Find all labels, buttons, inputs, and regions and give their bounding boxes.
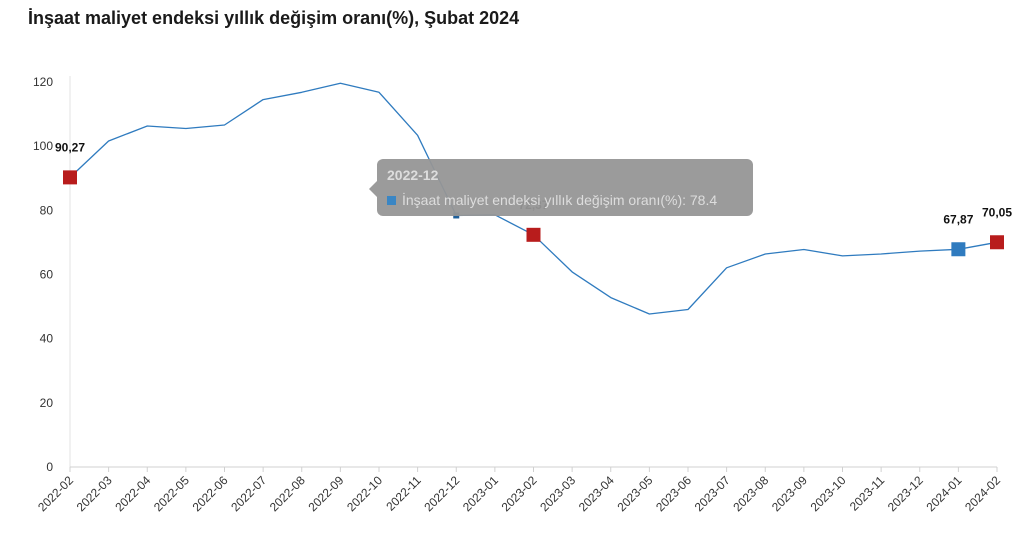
x-tick-label: 2022-02	[35, 473, 76, 514]
highlight-point-marker	[990, 235, 1004, 250]
x-tick-label: 2022-08	[267, 473, 308, 514]
y-tick-label: 60	[40, 268, 54, 282]
x-tick-label: 2024-01	[923, 473, 964, 514]
x-tick-label: 2023-04	[576, 473, 617, 514]
x-tick-label: 2022-11	[383, 473, 424, 514]
x-tick-label: 2022-10	[344, 473, 385, 514]
x-tick-label: 2023-03	[537, 473, 578, 514]
x-tick-label: 2023-01	[460, 473, 501, 514]
x-tick-label: 2022-12	[421, 473, 462, 514]
x-tick-label: 2023-11	[847, 473, 888, 514]
x-tick-label: 2024-02	[962, 473, 1003, 514]
hover-tooltip: 2022-12 İnşaat maliyet endeksi yıllık de…	[369, 159, 753, 216]
x-tick-label: 2022-06	[190, 473, 231, 514]
series-swatch-icon	[387, 196, 396, 205]
chart-title: İnşaat maliyet endeksi yıllık değişim or…	[28, 8, 520, 28]
x-tick-label: 2023-05	[614, 473, 655, 514]
y-axis: 0 20 40 60 80 100 120	[33, 75, 71, 474]
x-tick-label: 2022-07	[228, 473, 269, 514]
x-tick-label: 2023-07	[692, 473, 733, 514]
x-tick-label: 2023-06	[653, 473, 694, 514]
x-tick-label: 2023-09	[769, 473, 810, 514]
tooltip-row: İnşaat maliyet endeksi yıllık değişim or…	[387, 192, 717, 208]
data-label: 67,87	[943, 212, 973, 226]
highlight-point-marker	[526, 227, 541, 242]
highlight-markers	[63, 170, 1004, 257]
x-tick-label: 2022-09	[305, 473, 346, 514]
y-tick-label: 100	[33, 139, 53, 153]
y-tick-label: 80	[40, 203, 54, 217]
highlight-point-marker	[63, 170, 77, 185]
data-label: 90,27	[55, 140, 85, 154]
y-tick-label: 0	[46, 460, 53, 474]
tooltip-text: İnşaat maliyet endeksi yıllık değişim or…	[402, 192, 718, 208]
tooltip-title: 2022-12	[387, 167, 439, 183]
y-tick-label: 40	[40, 332, 54, 346]
x-tick-label: 2023-08	[730, 473, 771, 514]
y-tick-label: 20	[40, 396, 54, 410]
data-label: 70,05	[982, 205, 1012, 219]
x-tick-label: 2022-04	[112, 473, 153, 514]
x-tick-label: 2023-12	[885, 473, 926, 514]
y-tick-label: 120	[33, 75, 53, 89]
x-tick-label: 2022-05	[151, 473, 192, 514]
x-tick-label: 2022-03	[74, 473, 115, 514]
x-tick-label: 2023-10	[808, 473, 849, 514]
highlight-point-marker	[951, 242, 966, 257]
x-axis: 2022-022022-032022-042022-052022-062022-…	[35, 466, 1003, 514]
x-tick-label: 2023-02	[499, 473, 540, 514]
